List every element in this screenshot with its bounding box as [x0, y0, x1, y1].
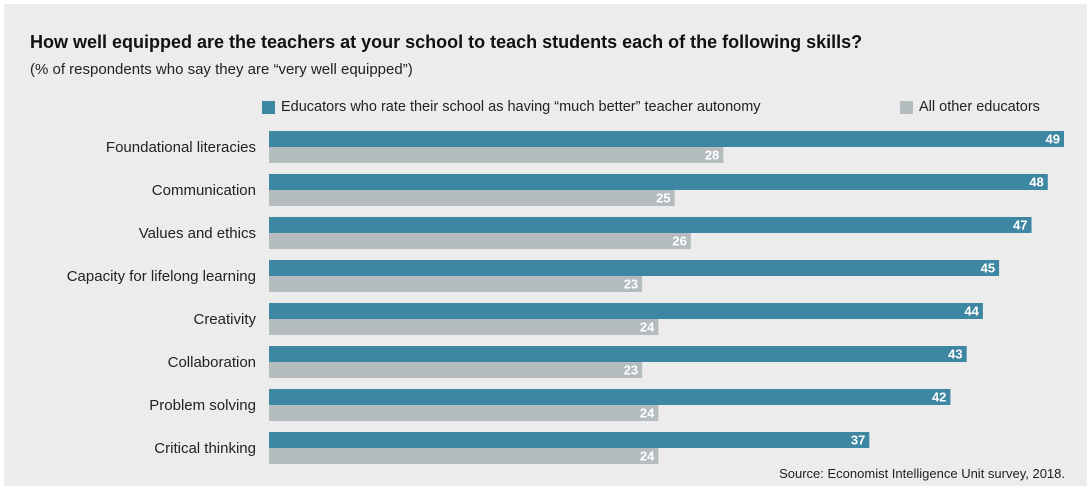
data-label: 43	[948, 347, 962, 362]
data-label: 37	[851, 433, 865, 448]
category-label: Collaboration	[168, 354, 256, 371]
bar-other	[269, 233, 691, 249]
bar-other	[269, 147, 724, 163]
data-label: 24	[640, 406, 655, 421]
bar-other	[269, 405, 659, 421]
bar-autonomy	[269, 346, 967, 362]
legend-series-2: All other educators	[900, 96, 1040, 118]
category-label: Critical thinking	[154, 440, 256, 457]
bar-autonomy	[269, 174, 1048, 190]
category-label: Creativity	[193, 311, 256, 328]
data-label: 24	[640, 449, 655, 464]
bar-other	[269, 448, 659, 464]
data-label: 23	[624, 363, 638, 378]
bar-autonomy	[269, 303, 983, 319]
bar-other	[269, 276, 643, 292]
category-label: Foundational literacies	[106, 139, 256, 156]
data-label: 49	[1046, 132, 1060, 147]
bar-other	[269, 319, 659, 335]
bar-other	[269, 362, 643, 378]
data-label: 25	[656, 191, 670, 206]
bar-autonomy	[269, 432, 870, 448]
category-label: Problem solving	[149, 397, 256, 414]
data-label: 44	[964, 304, 979, 319]
bar-autonomy	[269, 260, 1000, 276]
legend-label-series-1: Educators who rate their school as havin…	[281, 99, 761, 115]
bar-autonomy	[269, 217, 1032, 233]
legend-series-1: Educators who rate their school as havin…	[262, 96, 761, 118]
bar-autonomy	[269, 389, 951, 405]
bar-other	[269, 190, 675, 206]
category-label: Capacity for lifelong learning	[67, 268, 256, 285]
chart-subtitle: (% of respondents who say they are “very…	[30, 61, 413, 78]
bar-autonomy	[269, 131, 1064, 147]
legend-label-series-2: All other educators	[919, 99, 1040, 115]
data-label: 47	[1013, 218, 1027, 233]
legend-swatch-series-2	[900, 100, 913, 114]
data-label: 28	[705, 148, 719, 163]
category-label: Values and ethics	[139, 225, 256, 242]
data-label: 48	[1029, 175, 1043, 190]
data-label: 23	[624, 277, 638, 292]
data-label: 26	[672, 234, 686, 249]
data-label: 24	[640, 320, 655, 335]
chart-title: How well equipped are the teachers at yo…	[30, 32, 863, 52]
source-note: Source: Economist Intelligence Unit surv…	[779, 466, 1065, 481]
data-label: 45	[981, 261, 995, 276]
category-label: Communication	[152, 182, 256, 199]
legend-swatch-series-1	[262, 100, 275, 114]
data-label: 42	[932, 390, 946, 405]
